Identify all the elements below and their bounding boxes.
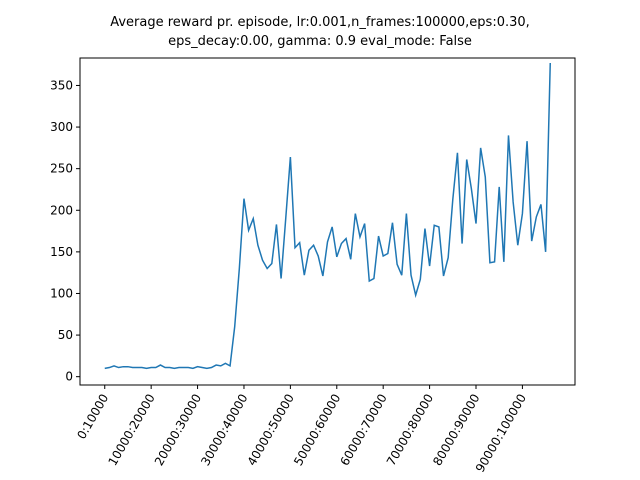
y-tick-label: 350 xyxy=(50,78,73,92)
axes-frame xyxy=(79,57,576,386)
y-tick-label: 300 xyxy=(50,120,73,134)
y-tick-label: 200 xyxy=(50,203,73,217)
line xyxy=(104,62,551,370)
y-tick-label: 0 xyxy=(65,370,73,384)
y-tick-label: 50 xyxy=(58,328,73,342)
y-tick-label: 250 xyxy=(50,162,73,176)
y-tick-label: 150 xyxy=(50,245,73,259)
chart-title: Average reward pr. episode, lr:0.001,n_f… xyxy=(110,15,530,30)
chart-title: eps_decay:0.00, gamma: 0.9 eval_mode: Fa… xyxy=(168,34,472,49)
y-tick-label: 100 xyxy=(50,286,73,300)
